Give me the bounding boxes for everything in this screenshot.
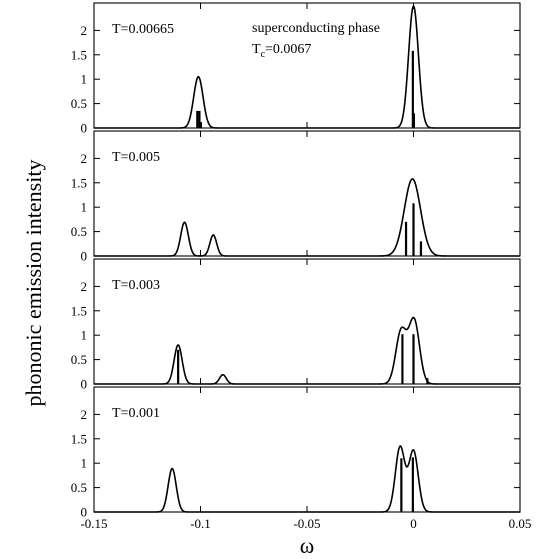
temperature-label: T=0.00665 [112,22,174,37]
panel-3: 0 0.5 1 1.5 2 T=0.003 [71,258,521,392]
y-tick-label: 0 [81,377,88,392]
x-tick-label: -0.15 [80,516,107,531]
y-tick-label: 2 [81,279,88,294]
temperature-label: T=0.001 [112,406,160,421]
panel-4: 0 0.5 1 1.5 2 T=0.001 [71,386,521,520]
y-tick-label: 0.5 [71,224,87,239]
temperature-label: T=0.005 [112,150,160,165]
x-tick-label: 0 [410,516,417,531]
y-tick-label: 2 [81,407,88,422]
y-tick-label: 2 [81,23,88,38]
panel-frame [93,258,521,385]
y-tick-label: 2 [81,151,88,166]
y-tick-label: 0.5 [71,352,87,367]
panel-frame [93,386,521,513]
x-tick-label: -0.1 [190,516,211,531]
y-tick-label: 0 [81,505,88,520]
panel-frame [93,130,521,257]
panel-1: 0 0.5 1 1.5 2 T=0.00665 superconducting phase T… [71,2,521,136]
panel-2: 0 0.5 1 1.5 2 T=0.005 [71,130,521,264]
y-tick-label: 1.5 [71,303,87,318]
y-tick-label: 1.5 [71,175,87,190]
y-tick-label: 1 [81,456,88,471]
spectrum-line [94,445,520,513]
y-tick-label: 1.5 [71,431,87,446]
tc-subscript: c [261,49,266,60]
panel-frame [93,2,521,129]
tc-symbol: T [252,42,261,57]
y-tick-label: 0.5 [71,480,87,495]
y-tick-label: 0 [81,121,88,136]
y-axis-title: phononic emission intensity [21,160,46,407]
phase-annotation: superconducting phase [252,21,380,36]
y-tick-label: 0.5 [71,96,87,111]
x-axis-title: ω [300,533,314,558]
y-tick-label: 1 [81,328,88,343]
y-tick-label: 0 [81,249,88,264]
spectrum-line [94,316,520,385]
x-tick-label: 0.05 [509,516,532,531]
y-tick-label: 1.5 [71,47,87,62]
panels-group: 0 0.5 1 1.5 2 T=0.00665 superconducting phase T… [71,2,532,531]
tc-value: =0.0067 [265,42,311,57]
y-tick-label: 1 [81,72,88,87]
temperature-label: T=0.003 [112,278,160,293]
spectrum-line [94,178,520,257]
y-tick-label: 1 [81,200,88,215]
critical-temperature-annotation: Tc=0.0067 [252,42,311,60]
x-tick-label: -0.05 [293,516,320,531]
